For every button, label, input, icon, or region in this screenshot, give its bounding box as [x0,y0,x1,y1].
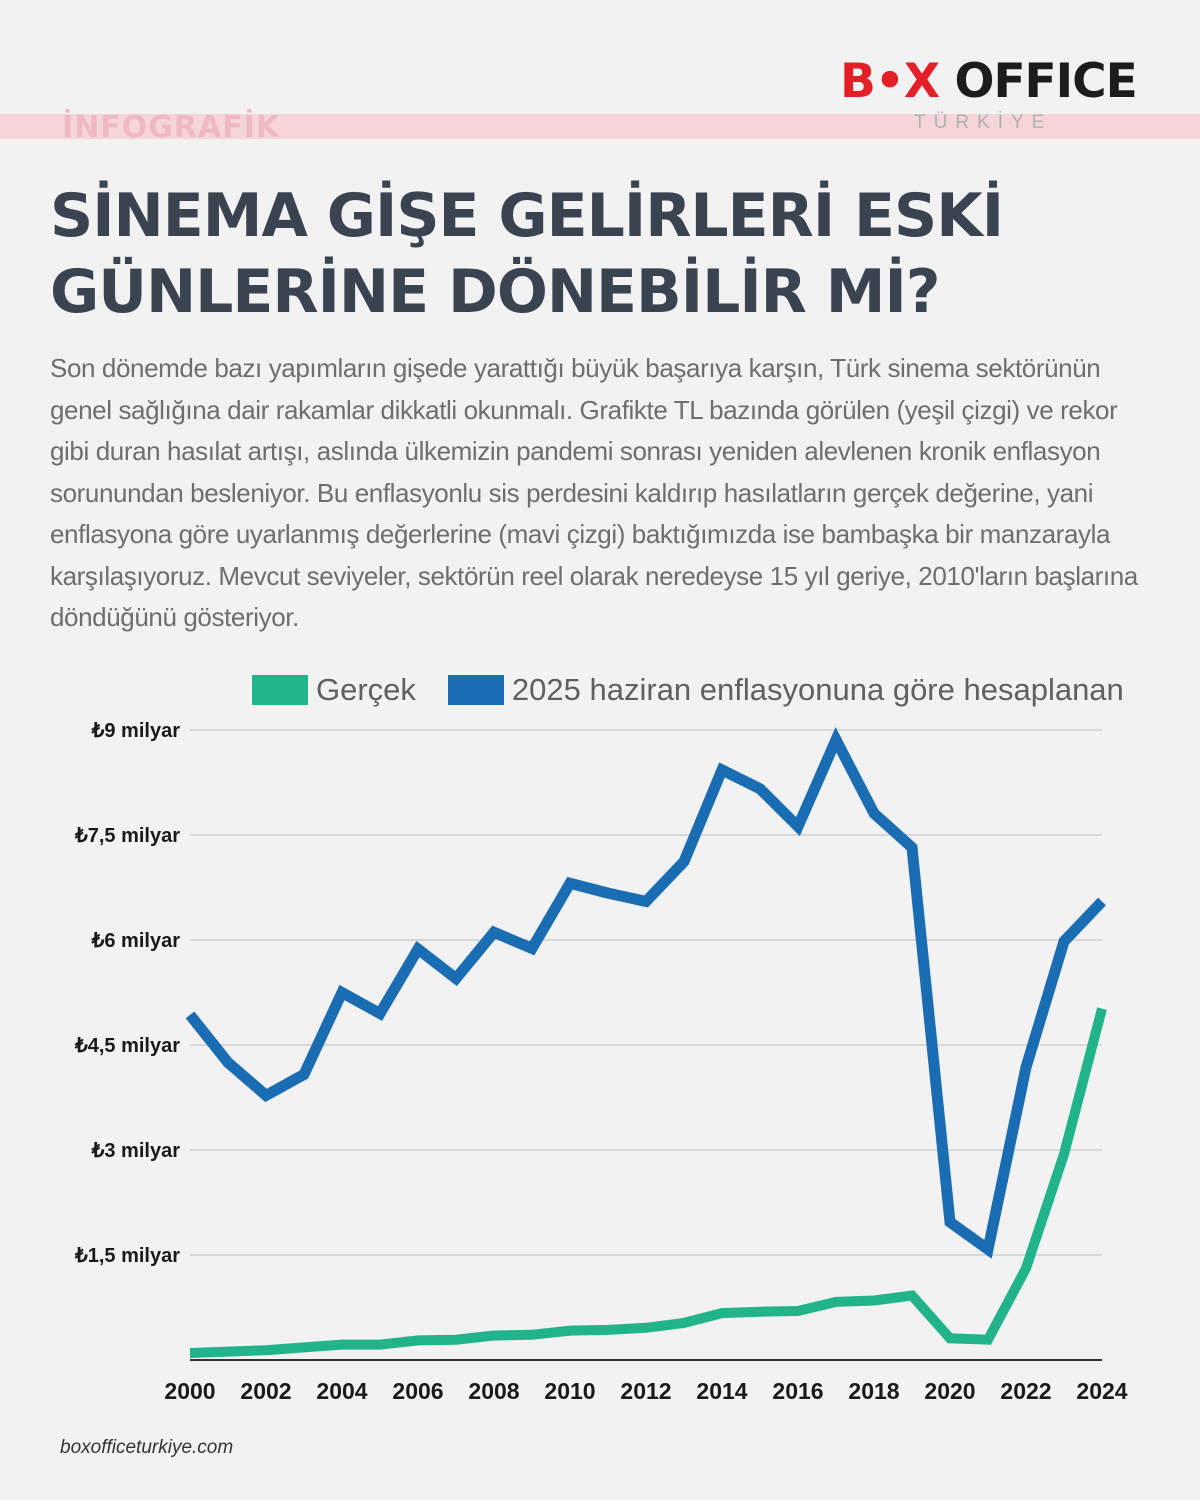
series-line-green [189,1007,1107,1358]
y-tick-label: ₺1,5 milyar [74,1245,180,1267]
legend-swatch-green [252,675,308,705]
x-tick-label: 2010 [544,1378,595,1404]
x-tick-label: 2014 [696,1378,747,1404]
logo-wordmark: B•X OFFICE [840,56,1140,108]
x-tick-label: 2006 [392,1378,443,1404]
infographic-tag: İNFOGRAFİK [62,110,281,145]
title-line-2: GÜNLERİNE DÖNEBİLİR Mİ? [50,257,941,327]
header-band [0,114,1200,139]
x-tick-label: 2002 [240,1378,291,1404]
x-tick-label: 2022 [1000,1378,1051,1404]
series-line-blue [185,727,1106,1259]
legend-label-blue: 2025 haziran enflasyonuna göre hesaplana… [511,672,1124,707]
legend-item-green: Gerçek [252,672,416,708]
x-tick-label: 2020 [924,1378,975,1404]
y-tick-label: ₺6 milyar [91,930,181,952]
legend-item-blue: 2025 haziran enflasyonuna göre hesaplana… [447,672,1124,708]
x-tick-label: 2000 [164,1378,215,1404]
logo-subtitle: TÜRKİYE [914,112,1053,133]
x-tick-label: 2012 [620,1378,671,1404]
logo-letter-x: X [903,54,940,109]
legend-label-green: Gerçek [316,672,416,707]
y-tick-label: ₺4,5 milyar [74,1035,180,1057]
description-paragraph: Son dönemde bazı yapımların gişede yarat… [50,353,1138,632]
x-tick-label: 2004 [316,1378,367,1404]
line-chart: ₺1,5 milyar ₺3 milyar ₺4,5 milyar ₺6 milyar… [74,720,1128,1404]
chart-legend: Gerçek 2025 haziran enflasyonuna göre he… [252,672,1156,708]
x-tick-label: 2024 [1076,1378,1127,1404]
page-title: SİNEMA GİŞE GELİRLERİ ESKİ GÜNLERİNE DÖN… [50,178,1170,330]
x-tick-label: 2016 [772,1378,823,1404]
y-tick-label: ₺3 milyar [91,1140,181,1162]
logo-office: OFFICE [939,54,1137,109]
x-tick-label: 2008 [468,1378,519,1404]
title-line-1: SİNEMA GİŞE GELİRLERİ ESKİ [50,181,1004,251]
footer-url[interactable]: boxofficeturkiye.com [60,1437,234,1458]
logo-dot: • [874,54,905,109]
y-tick-label: ₺9 milyar [91,720,181,742]
y-tick-label: ₺7,5 milyar [74,825,180,847]
box-office-logo[interactable]: B•X OFFICE TÜRKİYE [840,56,1140,134]
logo-letter-b: B [840,54,876,109]
x-tick-label: 2018 [848,1378,899,1404]
legend-swatch-blue [447,675,504,705]
